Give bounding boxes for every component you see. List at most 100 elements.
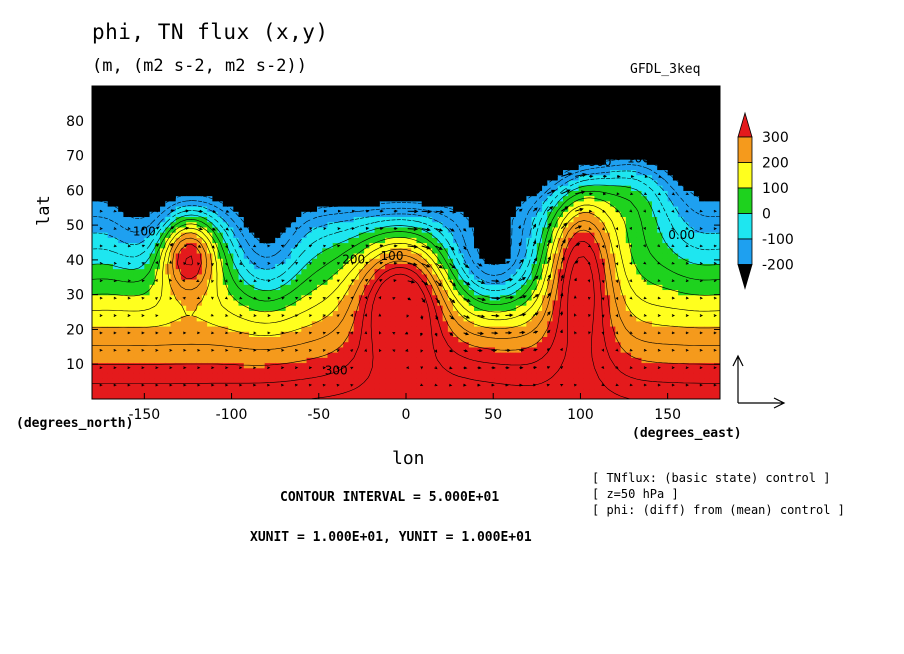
field-cell bbox=[474, 159, 480, 165]
field-cell bbox=[264, 273, 271, 280]
field-cell bbox=[416, 258, 423, 264]
field-cell bbox=[175, 263, 182, 270]
field-cell bbox=[400, 190, 407, 197]
field-cell bbox=[468, 273, 475, 280]
field-cell bbox=[353, 252, 360, 259]
field-cell bbox=[369, 153, 376, 160]
field-cell bbox=[379, 169, 386, 176]
field-cell bbox=[233, 305, 240, 311]
field-cell bbox=[175, 247, 182, 254]
field-cell bbox=[510, 174, 517, 181]
field-cell bbox=[348, 388, 355, 395]
field-cell bbox=[510, 383, 517, 390]
field-cell bbox=[521, 325, 527, 332]
field-cell bbox=[217, 143, 224, 150]
field-cell bbox=[353, 101, 360, 108]
field-cell bbox=[463, 86, 470, 92]
field-cell bbox=[290, 127, 297, 134]
field-cell bbox=[285, 352, 292, 358]
field-cell bbox=[400, 242, 407, 249]
field-cell bbox=[280, 383, 287, 390]
field-cell bbox=[379, 383, 386, 390]
field-cell bbox=[406, 252, 412, 259]
field-cell bbox=[311, 352, 318, 358]
field-cell bbox=[400, 252, 407, 259]
field-cell bbox=[437, 169, 444, 176]
field-cell bbox=[249, 383, 255, 390]
field-cell bbox=[442, 352, 449, 358]
field-cell bbox=[374, 169, 381, 176]
field-cell bbox=[317, 268, 323, 275]
field-cell bbox=[97, 362, 104, 369]
field-cell bbox=[390, 101, 397, 108]
field-cell bbox=[353, 341, 360, 348]
field-cell bbox=[264, 159, 271, 165]
field-cell bbox=[254, 258, 261, 264]
field-cell bbox=[123, 325, 130, 332]
field-cell bbox=[421, 96, 428, 103]
field-cell bbox=[170, 258, 177, 264]
field-cell bbox=[348, 101, 355, 108]
field-cell bbox=[343, 101, 350, 108]
field-cell bbox=[280, 164, 287, 171]
field-cell bbox=[217, 289, 224, 296]
field-cell bbox=[102, 226, 109, 233]
field-cell bbox=[238, 289, 245, 296]
field-cell bbox=[201, 117, 208, 124]
field-cell bbox=[186, 320, 193, 327]
field-cell bbox=[322, 268, 329, 275]
field-cell bbox=[327, 159, 334, 165]
field-cell bbox=[479, 205, 486, 212]
field-cell bbox=[254, 325, 261, 332]
field-cell bbox=[353, 112, 360, 118]
field-cell bbox=[447, 179, 454, 186]
field-cell bbox=[479, 86, 486, 92]
field-cell bbox=[353, 279, 360, 285]
field-cell bbox=[269, 393, 276, 399]
field-cell bbox=[317, 263, 323, 270]
field-cell bbox=[369, 127, 376, 134]
field-cell bbox=[180, 195, 187, 202]
field-cell bbox=[212, 174, 219, 181]
field-cell bbox=[306, 299, 313, 306]
field-cell bbox=[510, 143, 517, 150]
field-cell bbox=[290, 153, 297, 160]
field-cell bbox=[154, 205, 161, 212]
field-cell bbox=[385, 310, 391, 317]
field-cell bbox=[358, 138, 365, 144]
field-cell bbox=[92, 127, 98, 134]
field-cell bbox=[463, 112, 470, 118]
field-cell bbox=[128, 378, 135, 384]
field-cell bbox=[222, 112, 229, 118]
field-cell bbox=[442, 237, 449, 244]
field-cell bbox=[406, 143, 412, 150]
field-cell bbox=[290, 279, 297, 285]
field-cell bbox=[112, 122, 119, 129]
field-cell bbox=[416, 195, 423, 202]
field-cell bbox=[364, 143, 370, 150]
field-cell bbox=[437, 185, 444, 191]
field-cell bbox=[207, 336, 213, 343]
field-cell bbox=[374, 310, 381, 317]
field-cell bbox=[311, 148, 318, 155]
field-cell bbox=[358, 331, 365, 337]
field-cell bbox=[468, 346, 475, 353]
field-cell bbox=[92, 252, 98, 259]
field-cell bbox=[280, 315, 287, 322]
field-cell bbox=[217, 190, 224, 197]
field-cell bbox=[102, 232, 109, 238]
field-cell bbox=[406, 362, 412, 369]
field-cell bbox=[149, 258, 156, 264]
field-cell bbox=[306, 190, 313, 197]
field-cell bbox=[144, 190, 151, 197]
field-cell bbox=[280, 117, 287, 124]
field-cell bbox=[489, 341, 496, 348]
field-cell bbox=[484, 372, 491, 379]
field-cell bbox=[249, 242, 255, 249]
field-cell bbox=[369, 336, 376, 343]
field-cell bbox=[222, 372, 229, 379]
field-cell bbox=[180, 221, 187, 228]
field-cell bbox=[337, 247, 344, 254]
field-cell bbox=[149, 284, 156, 291]
field-cell bbox=[123, 336, 130, 343]
